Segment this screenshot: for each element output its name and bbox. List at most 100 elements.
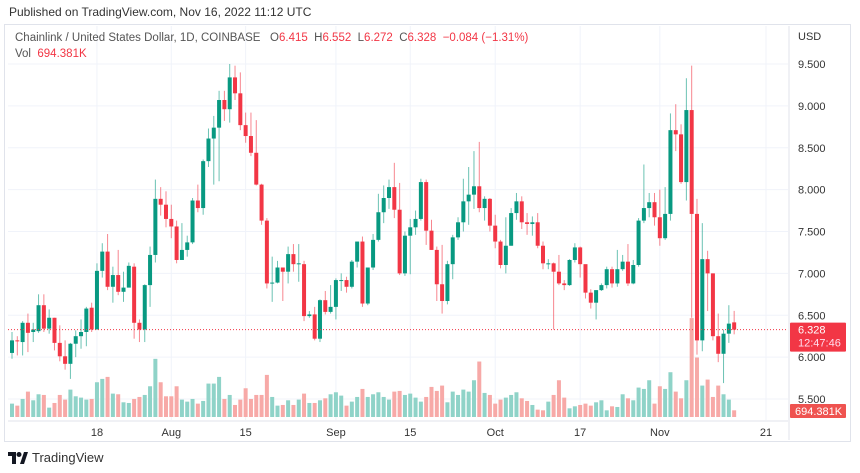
candle-body [546, 263, 551, 265]
volume-bar [498, 399, 503, 417]
candle [594, 290, 599, 320]
volume-bar [450, 391, 455, 417]
candle-body [525, 222, 530, 224]
volume-bar [732, 410, 737, 417]
volume-bar [333, 392, 338, 417]
candle-body [116, 275, 121, 292]
candle-body [238, 93, 243, 126]
candle-body [185, 242, 190, 250]
candle [323, 290, 328, 315]
candle-body [445, 264, 450, 302]
candle [689, 65, 694, 318]
time-tick-label: 18 [91, 427, 103, 439]
candle-body [280, 267, 285, 272]
candle-body [716, 336, 721, 354]
candle-body [307, 314, 312, 317]
candle [275, 260, 280, 284]
candle-body [148, 254, 153, 286]
candle-body [360, 241, 365, 304]
candle-body [556, 271, 561, 284]
volume-bar [689, 318, 694, 417]
candle-body [41, 305, 46, 329]
candle [652, 192, 657, 226]
volume-bar [89, 398, 94, 417]
candle-body [599, 285, 604, 291]
candle [254, 120, 259, 186]
volume-bar [471, 380, 476, 417]
candle [519, 196, 524, 229]
candle [142, 284, 147, 343]
candle-body [721, 333, 726, 354]
volume-bar [248, 398, 253, 417]
candle [158, 187, 163, 216]
candle-body [413, 218, 418, 228]
candle-body [466, 194, 471, 202]
currency-label: USD [798, 31, 821, 43]
candle [25, 313, 30, 353]
candle-body [636, 220, 641, 265]
tradingview-logo[interactable]: TradingView [8, 450, 104, 465]
candle-body [259, 184, 264, 221]
candle [408, 218, 413, 275]
volume-bar [726, 399, 731, 417]
volume-bar [121, 402, 126, 417]
volume-bar [307, 402, 312, 417]
chart-frame [4, 24, 851, 442]
volume-bar [270, 396, 275, 417]
candle-body [201, 161, 206, 209]
candle [79, 319, 84, 349]
volume-bar [530, 404, 535, 417]
candle [530, 216, 535, 236]
candle [206, 128, 211, 168]
candle-body [689, 110, 694, 214]
volume-bar [700, 385, 705, 417]
last-price-badge: 6.328 12:47:46 [790, 322, 846, 352]
candle-body [217, 100, 222, 128]
volume-bar [179, 399, 184, 417]
volume-bar [710, 396, 715, 417]
candle-body [126, 265, 131, 288]
candle [503, 217, 508, 274]
candle-body [615, 269, 620, 284]
candle [509, 208, 514, 246]
candle [84, 306, 89, 347]
candle-body [631, 265, 636, 284]
candle [270, 256, 275, 302]
candle-body [535, 222, 540, 246]
candle [673, 104, 678, 152]
candle [679, 124, 684, 184]
candle [126, 262, 131, 288]
volume-bar [535, 409, 540, 417]
volume-bar [599, 400, 604, 417]
candle-body [679, 134, 684, 183]
time-tick-label: Sep [326, 427, 346, 439]
volume-bar [264, 374, 269, 417]
volume-bar [15, 405, 20, 417]
candle-body [477, 186, 482, 209]
candle [121, 271, 126, 302]
volume-bar [233, 404, 238, 417]
volume-bar [195, 403, 200, 417]
candle-body [461, 201, 466, 223]
volume-bar [41, 394, 46, 417]
volume-bar [317, 400, 322, 417]
candle-body [179, 249, 184, 260]
candle-body [583, 264, 588, 293]
time-tick-label: 15 [240, 427, 252, 439]
volume-bar [126, 402, 131, 417]
volume-badge: 694.381K [790, 404, 846, 418]
candle [376, 193, 381, 242]
candle-body [190, 200, 195, 243]
candle [41, 294, 46, 332]
volume-bar [429, 386, 434, 417]
volume-bar [482, 392, 487, 417]
candle [227, 64, 232, 123]
candle-body [572, 247, 577, 260]
volume-bar [434, 390, 439, 417]
price-tick-label: 5.500 [798, 394, 826, 406]
volume-bar [68, 389, 73, 417]
candle [94, 263, 99, 330]
candle [73, 330, 78, 358]
candle-body [424, 182, 429, 231]
